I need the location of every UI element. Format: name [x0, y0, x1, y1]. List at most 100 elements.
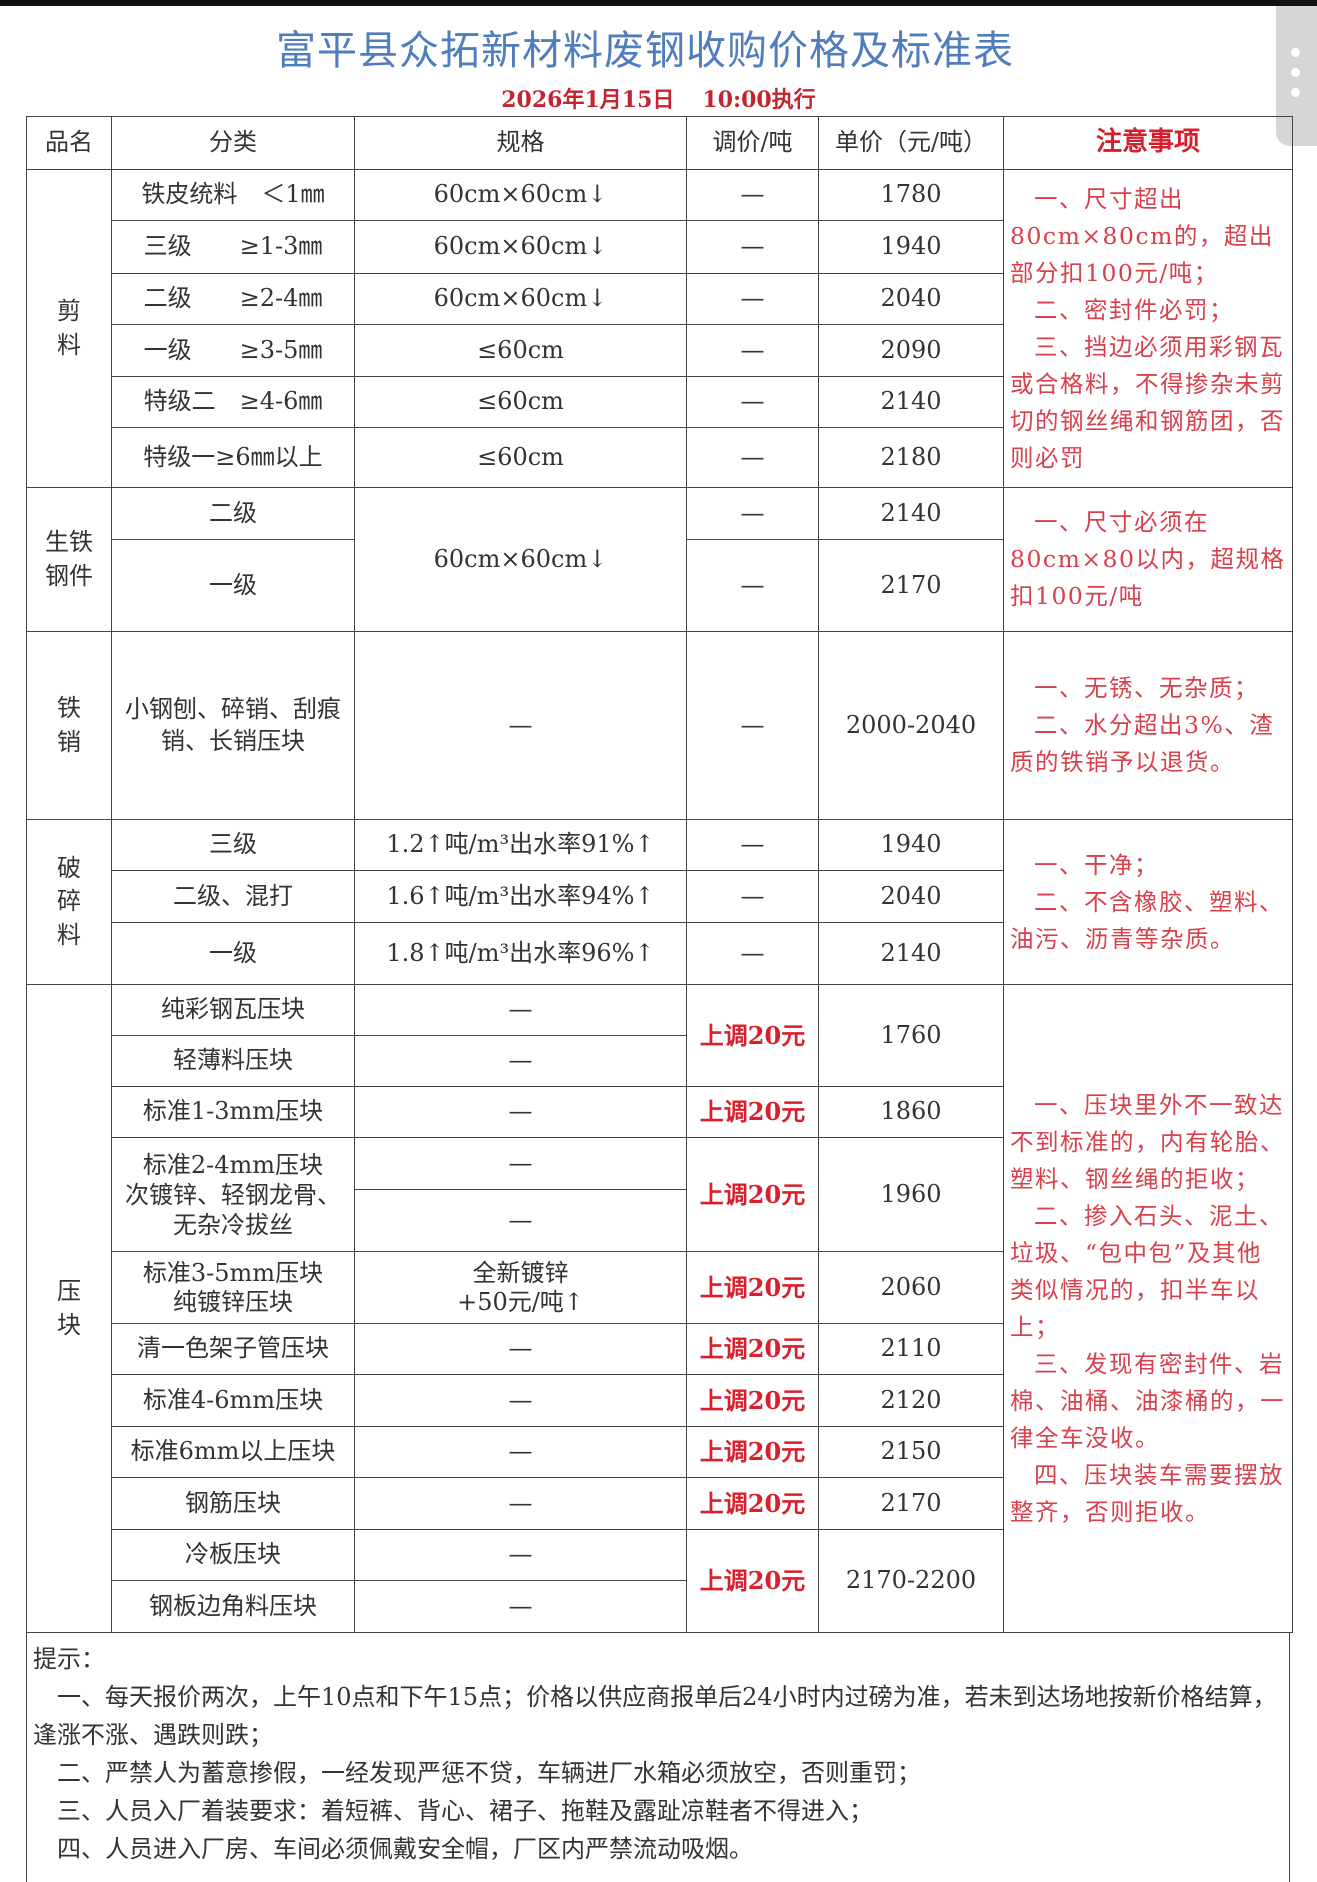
tip-item: 四、人员进入厂房、车间必须佩戴安全帽，厂区内严禁流动吸烟。 [57, 1835, 753, 1863]
header-adjust: 调价/吨 [686, 116, 819, 170]
table-row: 轻薄料压块 — [27, 1035, 1293, 1087]
price: 2110 [818, 1323, 1004, 1375]
adjust: — [686, 631, 819, 820]
price: 2060 [818, 1251, 1004, 1324]
category: 一级 [111, 539, 355, 632]
category-line: 标准3-5mm压块 [142, 1258, 324, 1287]
category: 标准3-5mm压块 纯镀锌压块 [111, 1251, 355, 1324]
spec: — [354, 1189, 687, 1252]
notes-crushed: 一、干净； 二、不含橡胶、塑料、油污、沥青等杂质。 [1003, 819, 1293, 985]
price: 1940 [818, 220, 1004, 274]
spec: — [354, 1035, 687, 1087]
category: 标准6mm以上压块 [111, 1426, 355, 1478]
price: 2000-2040 [818, 631, 1004, 820]
spec: 全新镀锌 +50元/吨↑ [354, 1251, 687, 1324]
group-pig-iron: 生铁 钢件 [26, 487, 112, 632]
table-row: 剪料 铁皮统料 ＜1㎜ 60cm×60cm↓ — 1780 一、尺寸超出80cm… [26, 169, 1293, 488]
time-text: 10:00执行 [702, 87, 816, 113]
table-row: 一级 ≥3-5㎜ ≤60cm —2090 [27, 324, 1293, 377]
tips-label: 提示： [33, 1645, 105, 1673]
table-row: 标准2-4mm压块 次镀锌、轻钢龙骨、无杂冷拔丝 — 上调20元 1960 [27, 1137, 1293, 1252]
header-row: 品名 分类 规格 调价/吨 单价（元/吨） 注意事项 [26, 116, 1293, 170]
tips-section: 提示： 一、每天报价两次，上午10点和下午15点；价格以供应商报单后24小时内过… [26, 1632, 1290, 1882]
category: 冷板压块 [111, 1529, 355, 1581]
category: 二级 ≥2-4㎜ [111, 273, 355, 325]
page-title: 富平县众拓新材料废钢收购价格及标准表 [276, 28, 1014, 74]
table-row: 标准3-5mm压块 纯镀锌压块 全新镀锌 +50元/吨↑ 上调20元 2060 [27, 1251, 1293, 1324]
table-row: 生铁 钢件 二级 60cm×60cm↓ — 2140 一、尺寸必须在80cm×80… [26, 487, 1293, 632]
spec-line: +50元/吨↑ [457, 1287, 584, 1316]
spec: 1.6↑吨/m³出水率94%↑ [354, 870, 687, 923]
category-line: 次镀锌、轻钢龙骨、无杂冷拔丝 [125, 1180, 341, 1239]
spec: 60cm×60cm↓ [354, 487, 687, 632]
note-line: 一、尺寸超出80cm×80cm的，超出部分扣100元/吨； [1010, 184, 1274, 287]
adjust: — [686, 273, 819, 325]
category: 特级二 ≥4-6㎜ [111, 376, 355, 428]
note-line: 二、掺入石头、泥土、垃圾、“包中包”及其他类似情况的，扣半车以上； [1010, 1201, 1284, 1341]
category: 钢筋压块 [111, 1477, 355, 1530]
category: 清一色架子管压块 [111, 1323, 355, 1375]
table-row: 特级一≥6㎜以上 ≤60cm —2180 [27, 427, 1293, 488]
table-row: 标准1-3mm压块 — 上调20元 1860 [27, 1086, 1293, 1138]
note-line: 三、发现有密封件、岩棉、油桶、油漆桶的，一律全车没收。 [1010, 1349, 1285, 1452]
adjust: — [686, 220, 819, 274]
group-crushed: 破碎料 [26, 819, 112, 985]
category: 纯彩钢瓦压块 [111, 984, 355, 1036]
spec-line: 全新镀锌 [472, 1258, 569, 1287]
spec: ≤60cm [354, 324, 687, 377]
adjust: — [686, 922, 819, 985]
table-row: 标准6mm以上压块 — 上调20元 2150 [27, 1426, 1293, 1478]
spec: 60cm×60cm↓ [354, 273, 687, 325]
spec: — [354, 631, 687, 820]
header-name: 品名 [26, 116, 112, 170]
spec: — [354, 1426, 687, 1478]
category: 钢板边角料压块 [111, 1580, 355, 1633]
price: 2040 [818, 870, 1004, 923]
note-line: 一、干净； [1034, 850, 1159, 879]
note-line: 二、不含橡胶、塑料、油污、沥青等杂质。 [1010, 887, 1284, 953]
effective-date: 2026年1月15日 10:00执行 [0, 82, 1317, 114]
price: 1960 [818, 1137, 1004, 1252]
price: 2180 [818, 427, 1004, 488]
note-line: 三、挡边必须用彩钢瓦或合格料，不得掺杂未剪切的钢丝绳和钢筋团，否则必罚 [1010, 332, 1285, 472]
group-iron-chips: 铁销 [26, 631, 112, 820]
adjust-up: 上调20元 [686, 1323, 819, 1375]
adjust: — [686, 870, 819, 923]
category: 三级 ≥1-3㎜ [111, 220, 355, 274]
header-notes: 注意事项 [1003, 116, 1293, 170]
adjust-up: 上调20元 [686, 1374, 819, 1427]
table-row: 三级 ≥1-3㎜ 60cm×60cm↓ —1940 [27, 220, 1293, 274]
category: 标准4-6mm压块 [111, 1374, 355, 1427]
category: 二级、混打 [111, 870, 355, 923]
price: 2150 [818, 1426, 1004, 1478]
adjust: — [686, 376, 819, 428]
category: 铁皮统料 ＜1㎜ [111, 169, 355, 221]
spec: 1.2↑吨/m³出水率91%↑ [354, 819, 687, 871]
price: 1780 [818, 169, 1004, 221]
category: 轻薄料压块 [111, 1035, 355, 1087]
price: 2140 [818, 922, 1004, 985]
table-row: 钢板边角料压块 — [27, 1580, 1293, 1633]
category: 特级一≥6㎜以上 [111, 427, 355, 488]
spec: 60cm×60cm↓ [354, 220, 687, 274]
price: 1940 [818, 819, 1004, 871]
category: 一级 [111, 922, 355, 985]
note-line: 一、无锈、无杂质； [1034, 674, 1259, 702]
category: 小钢刨、碎销、刮痕销、长销压块 [111, 631, 355, 820]
adjust-up: 上调20元 [686, 1086, 819, 1138]
adjust-up: 上调20元 [686, 1137, 819, 1252]
adjust: — [686, 487, 819, 540]
category: 三级 [111, 819, 355, 871]
notes-shear: 一、尺寸超出80cm×80cm的，超出部分扣100元/吨； 二、密封件必罚； 三… [1003, 169, 1293, 488]
top-status-bar [0, 0, 1317, 6]
adjust-up: 上调20元 [686, 1426, 819, 1478]
header-price: 单价（元/吨） [818, 116, 1004, 170]
price: 2040 [818, 273, 1004, 325]
price: 2140 [818, 487, 1004, 540]
category: 标准1-3mm压块 [111, 1086, 355, 1138]
price: 1760 [818, 984, 1004, 1087]
price-table: 品名 分类 规格 调价/吨 单价（元/吨） 注意事项 剪料 铁皮统料 ＜1㎜ 6… [26, 116, 1293, 1633]
note-line: 四、压块装车需要摆放整齐，否则拒收。 [1010, 1460, 1284, 1526]
adjust: — [686, 324, 819, 377]
tip-item: 一、每天报价两次，上午10点和下午15点；价格以供应商报单后24小时内过磅为准，… [33, 1683, 1277, 1749]
